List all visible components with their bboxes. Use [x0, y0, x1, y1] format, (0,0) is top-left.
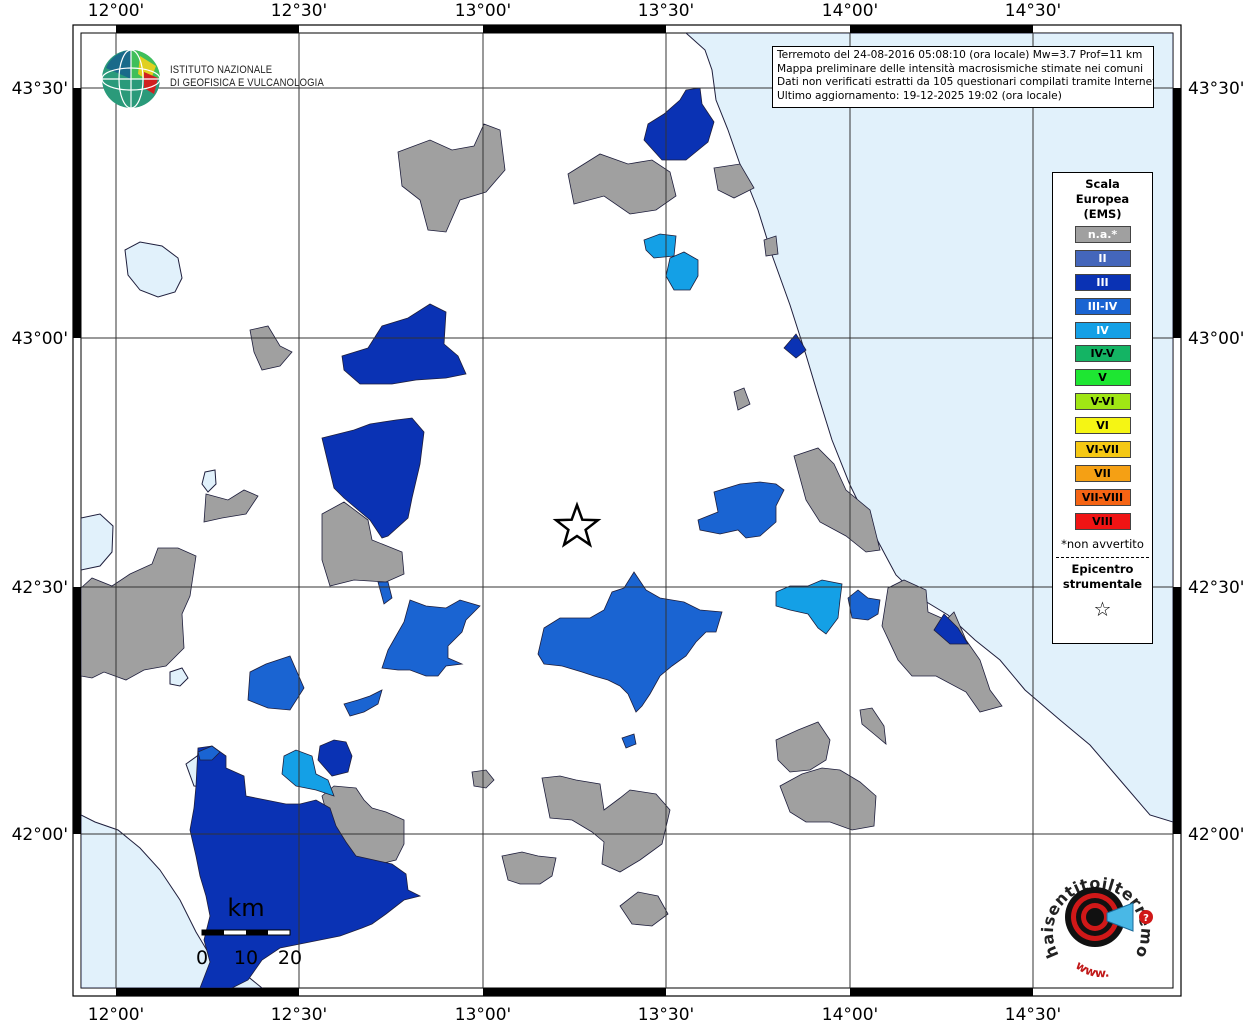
- legend-item-10: VII: [1074, 464, 1131, 482]
- haisentito-logo-icon: haisentitoilterremoto.it www. ?: [1035, 855, 1156, 980]
- legend-item-2: III: [1074, 273, 1131, 291]
- lon-label-top-5: 14°00': [822, 1, 878, 21]
- lat-label-right-4: 42°00': [1188, 825, 1244, 845]
- lon-label-bottom-5: 14°00': [822, 1005, 878, 1024]
- municipalities-iii: [189, 87, 969, 988]
- lat-label-right-2: 43°00': [1188, 329, 1244, 349]
- lat-label-left-2: 43°00': [12, 329, 68, 349]
- legend-item-6: V: [1074, 369, 1131, 387]
- ingv-name-line1: ISTITUTO NAZIONALE: [170, 64, 273, 76]
- legend-item-4: IV: [1074, 321, 1131, 339]
- legend-epicentre-line-2: strumentale: [1062, 576, 1143, 591]
- event-info-line-3: Dati non verificati estratti da 105 ques…: [777, 76, 1154, 88]
- legend-item-8: VI: [1074, 417, 1131, 435]
- event-info-box: Terremoto del 24-08-2016 05:08:10 (ora l…: [772, 46, 1154, 108]
- legend-title-line-1: Scala: [1085, 177, 1120, 191]
- legend-item-3: III-IV: [1074, 297, 1131, 315]
- legend-item-0: n.a.*: [1074, 226, 1131, 243]
- legend-items: n.a.* II III III-IV IV IV-V V V-VI VI VI-VII VII VI…: [1053, 226, 1152, 530]
- ems-legend: Scala Europea (EMS) n.a.* II III III-IV IV IV…: [1052, 172, 1153, 644]
- event-info-line-4: Ultimo aggiornamento: 19-12-2025 19:02 (…: [777, 89, 1062, 102]
- legend-epicentre-label: Epicentro strumentale: [1053, 562, 1152, 592]
- legend-star-icon: ☆: [1093, 596, 1112, 621]
- scale-tick-20: 20: [278, 947, 302, 969]
- hsit-url-text: www.: [1073, 958, 1110, 980]
- lake-small-2: [201, 469, 217, 493]
- lat-label-left-1: 43°30': [12, 79, 68, 99]
- lake-small-1: [169, 667, 189, 687]
- lat-label-left-3: 42°30': [12, 578, 68, 598]
- ingv-name-line2: DI GEOFISICA E VULCANOLOGIA: [170, 77, 324, 89]
- legend-epicentre-line-1: Epicentro: [1071, 561, 1134, 576]
- hsit-badge: ?: [1143, 913, 1149, 924]
- ingv-globe-logo-icon: [101, 49, 161, 109]
- lake-bolsena: [81, 513, 114, 571]
- epicentre-star-icon: [552, 501, 602, 548]
- municipalities-na: [81, 123, 1003, 927]
- lat-label-right-1: 43°30': [1188, 79, 1244, 99]
- legend-item-1: II: [1074, 249, 1131, 267]
- legend-separator: [1056, 556, 1149, 558]
- municipalities-iv: [281, 233, 843, 797]
- lon-label-top-1: 12°00': [88, 1, 144, 21]
- event-info-line-1: Terremoto del 24-08-2016 05:08:10 (ora l…: [777, 49, 1143, 61]
- tyrrhenian-sea: [81, 814, 263, 988]
- lon-label-bottom-4: 13°30': [638, 1005, 694, 1024]
- legend-note: *non avvertito: [1061, 536, 1144, 551]
- lon-label-top-6: 14°30': [1005, 1, 1061, 21]
- legend-item-11: VII-VIII: [1074, 488, 1131, 506]
- ingv-name: ISTITUTO NAZIONALE DI GEOFISICA E VULCAN…: [170, 64, 324, 90]
- lon-label-top-4: 13°30': [638, 1, 694, 21]
- frame-bars: [73, 25, 1181, 996]
- scale-bar: [201, 929, 291, 936]
- lake-trasimeno: [124, 241, 183, 298]
- lon-label-top-2: 12°30': [271, 1, 327, 21]
- lon-label-top-3: 13°00': [455, 1, 511, 21]
- lon-label-bottom-2: 12°30': [271, 1005, 327, 1024]
- scale-tick-10: 10: [234, 947, 258, 969]
- lat-label-right-3: 42°30': [1188, 578, 1244, 598]
- scale-unit: km: [227, 894, 264, 922]
- legend-title: Scala Europea (EMS): [1053, 177, 1152, 222]
- legend-item-12: VIII: [1074, 512, 1131, 530]
- legend-title-line-3: (EMS): [1083, 207, 1122, 221]
- lon-label-bottom-1: 12°00': [88, 1005, 144, 1024]
- legend-item-9: VI-VII: [1074, 441, 1131, 459]
- municipalities-iii-iv: [197, 481, 881, 761]
- lon-label-bottom-6: 14°30': [1005, 1005, 1061, 1024]
- lat-label-left-4: 42°00': [12, 825, 68, 845]
- legend-item-7: V-VI: [1074, 393, 1131, 411]
- event-info-line-2: Mappa preliminare delle intensità macros…: [777, 62, 1144, 75]
- lon-label-bottom-3: 13°00': [455, 1005, 511, 1024]
- svg-text:www.: www.: [1073, 958, 1110, 980]
- legend-title-line-2: Europea: [1075, 192, 1130, 206]
- scale-tick-0: 0: [196, 947, 208, 969]
- legend-item-5: IV-V: [1074, 345, 1131, 363]
